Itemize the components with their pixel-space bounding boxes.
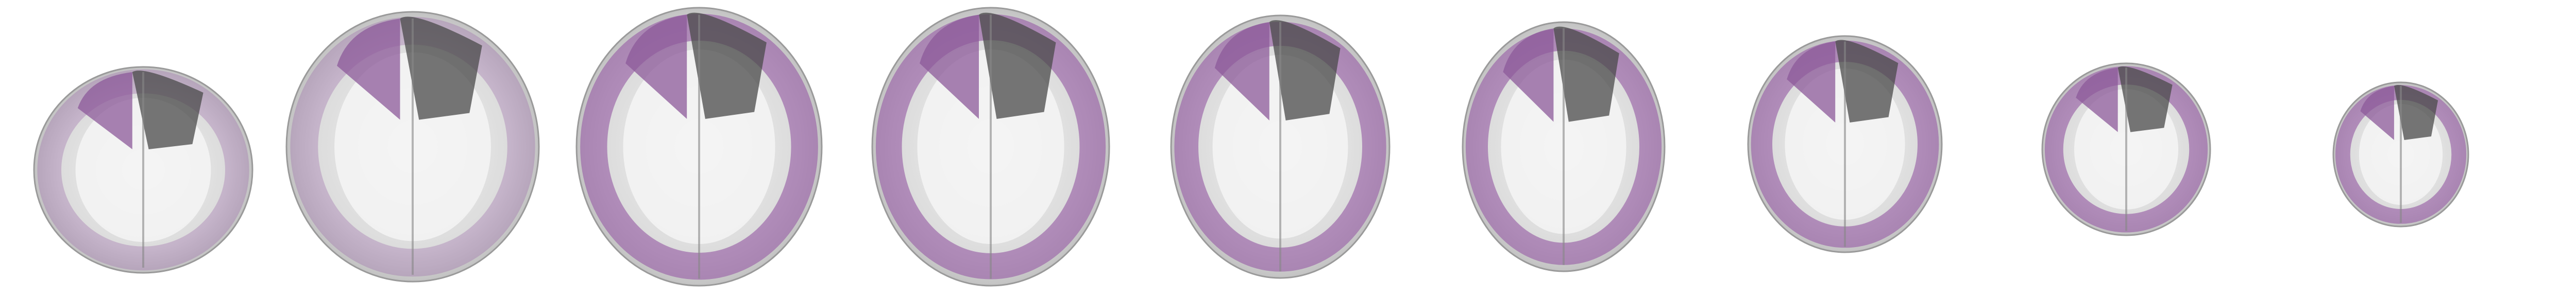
brain-slice xyxy=(1170,14,1391,279)
overlay-frontal xyxy=(1269,20,1341,121)
overlay-frontal xyxy=(2394,84,2438,140)
colorbar-tick-label: 0.03 xyxy=(2575,207,2576,228)
overlay-frontal-left xyxy=(625,14,687,119)
brain-slice xyxy=(285,11,540,283)
brain-slice xyxy=(2332,81,2469,228)
overlay-frontal xyxy=(132,71,204,149)
overlay-frontal-left xyxy=(2076,67,2118,132)
overlay-frontal xyxy=(400,16,482,120)
overlay-frontal-left xyxy=(920,14,979,119)
overlay-frontal xyxy=(687,12,767,119)
brain-slice xyxy=(2041,62,2211,236)
overlay-frontal xyxy=(979,12,1056,119)
overlay-frontal-left xyxy=(2360,86,2394,140)
overlay-frontal-left xyxy=(337,19,400,120)
overlay-frontal-left xyxy=(77,72,132,149)
overlay-frontal xyxy=(1553,26,1619,122)
colorbar-tick-label: 0.09 xyxy=(2575,71,2576,91)
brain-slice xyxy=(575,7,823,287)
overlay-frontal-left xyxy=(1787,41,1836,123)
brain-slice xyxy=(1462,21,1666,272)
brain-slice xyxy=(871,7,1110,287)
colorbar-tick-label: 0.06 xyxy=(2575,139,2576,160)
brain-slices xyxy=(33,7,2469,287)
overlay-frontal-left xyxy=(1214,22,1269,120)
colorbar: 00.030.060.090.12 xyxy=(2575,3,2576,228)
overlay-frontal xyxy=(1835,40,1899,123)
overlay-frontal-left xyxy=(1503,28,1554,122)
brain-slice xyxy=(1747,35,1943,253)
brain-slice xyxy=(33,66,253,274)
colorbar-tick-label: 0.12 xyxy=(2575,3,2576,23)
overlay-frontal xyxy=(2117,66,2173,132)
